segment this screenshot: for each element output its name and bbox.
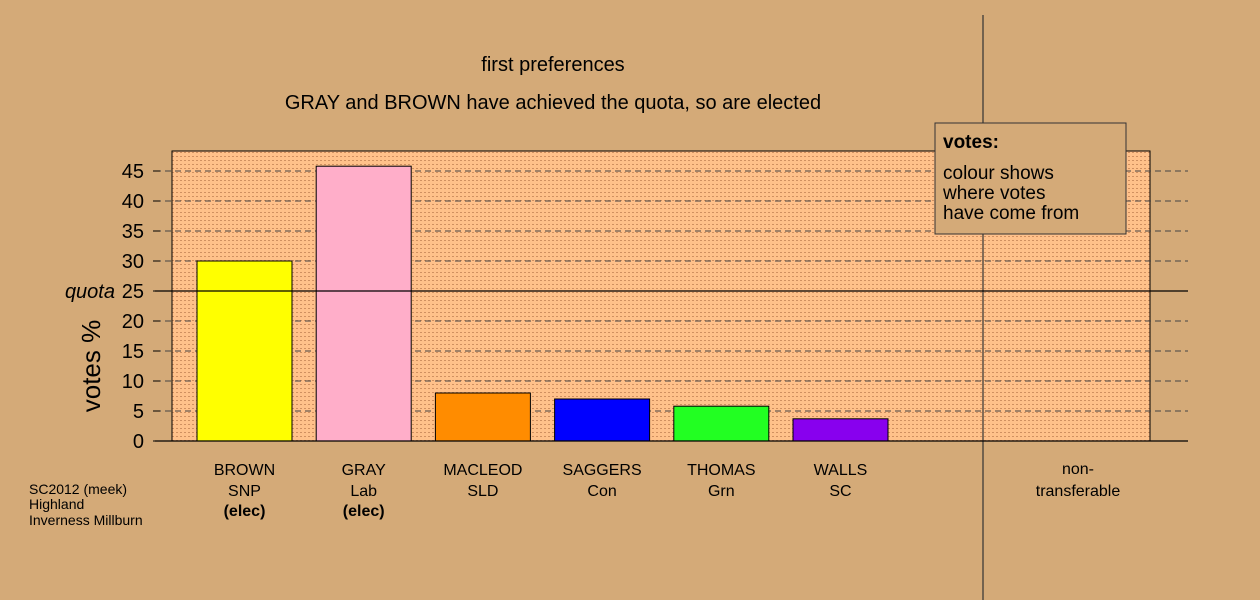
non-transferable-label-2: transferable — [1036, 483, 1121, 500]
legend-line-1: colour shows — [943, 163, 1054, 184]
quota-label: quota — [65, 281, 115, 303]
legend-line-3: have come from — [943, 203, 1079, 224]
bar-gray — [315, 165, 412, 442]
legend-line-2: where votes — [942, 183, 1045, 204]
bar-thomas — [673, 405, 770, 442]
y-tick-label: 45 — [122, 161, 144, 183]
chart-title: first preferences — [481, 54, 624, 76]
y-tick-label: 30 — [122, 251, 144, 273]
category-status: (elec) — [224, 503, 266, 520]
non-transferable-label-1: non- — [1062, 461, 1094, 478]
y-tick-label: 5 — [133, 401, 144, 423]
y-tick-label: 40 — [122, 191, 144, 213]
bar-brown — [196, 260, 293, 442]
footer-line-1: SC2012 (meek) — [29, 481, 127, 497]
category-name: THOMAS — [687, 462, 755, 479]
legend-title: votes: — [943, 132, 999, 153]
y-tick-label: 15 — [122, 341, 144, 363]
category-name: WALLS — [814, 462, 868, 479]
y-tick-label: 25 — [122, 281, 144, 303]
category-party: SC — [829, 483, 851, 500]
category-name: BROWN — [214, 462, 275, 479]
bar-saggers — [554, 398, 651, 442]
y-tick-label: 35 — [122, 221, 144, 243]
legend: votes: colour shows where votes have com… — [934, 122, 1127, 235]
category-party: Lab — [350, 483, 377, 500]
bar-macleod — [434, 392, 531, 442]
category-name: SAGGERS — [563, 462, 642, 479]
y-axis: 0 5 10 15 20 25 30 35 40 45 — [122, 161, 160, 453]
category-labels: BROWN SNP (elec) GRAY Lab (elec) MACLEOD SLD SAG… — [214, 462, 867, 520]
category-party: SNP — [228, 483, 261, 500]
chart-subtitle: GRAY and BROWN have achieved the quota, … — [285, 92, 821, 114]
category-party: Grn — [708, 483, 735, 500]
category-status: (elec) — [343, 503, 385, 520]
category-name: GRAY — [342, 462, 386, 479]
footer-line-2: Highland — [29, 496, 84, 512]
y-tick-label: 0 — [133, 431, 144, 453]
footer-line-3: Inverness Millburn — [29, 512, 143, 528]
category-party: Con — [587, 483, 616, 500]
legend-box — [934, 122, 1127, 235]
y-tick-label: 20 — [122, 311, 144, 333]
y-axis-label: votes % — [76, 320, 106, 413]
category-party: SLD — [467, 483, 498, 500]
y-tick-label: 10 — [122, 371, 144, 393]
bar-walls — [792, 418, 889, 442]
category-name: MACLEOD — [443, 462, 522, 479]
